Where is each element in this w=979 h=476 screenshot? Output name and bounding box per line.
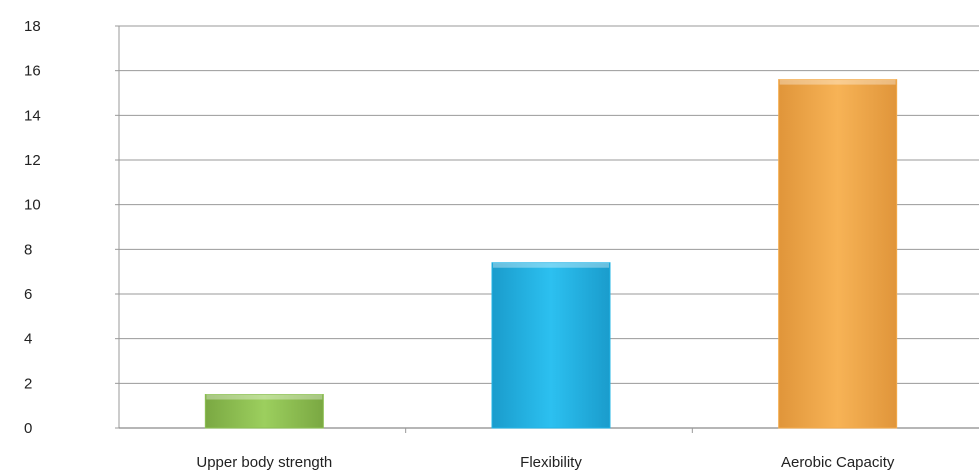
y-tick-labels: 0 2 4 6 8 10 12 14 16 18 <box>24 18 41 437</box>
bar-rect <box>491 262 611 429</box>
y-tick-label: 18 <box>24 18 41 35</box>
bars <box>204 79 898 429</box>
bar-upper-body-strength <box>204 394 324 429</box>
y-tick-label: 8 <box>24 241 32 258</box>
x-tick-label: Flexibility <box>520 454 582 471</box>
x-tick-labels: Upper body strength Flexibility Aerobic Ca… <box>196 454 894 471</box>
x-tick-label: Aerobic Capacity <box>781 454 895 471</box>
y-tick-label: 10 <box>24 197 41 214</box>
bar-highlight <box>206 394 323 400</box>
y-tick-label: 14 <box>24 107 41 124</box>
bar-flexibility <box>491 262 611 429</box>
y-tick-label: 6 <box>24 286 32 303</box>
bar-aerobic-capacity <box>778 79 898 429</box>
bar-rect <box>778 79 898 429</box>
y-tick-label: 2 <box>24 375 32 392</box>
gridlines <box>119 25 979 384</box>
y-tick-label: 16 <box>24 63 41 80</box>
y-tick-label: 12 <box>24 152 41 169</box>
x-tick-label: Upper body strength <box>196 454 332 471</box>
bar-highlight <box>493 262 609 268</box>
y-tick-label: 4 <box>24 331 32 348</box>
bar-rect <box>204 394 324 429</box>
bar-highlight <box>779 79 896 85</box>
y-tick-label: 0 <box>24 420 32 437</box>
